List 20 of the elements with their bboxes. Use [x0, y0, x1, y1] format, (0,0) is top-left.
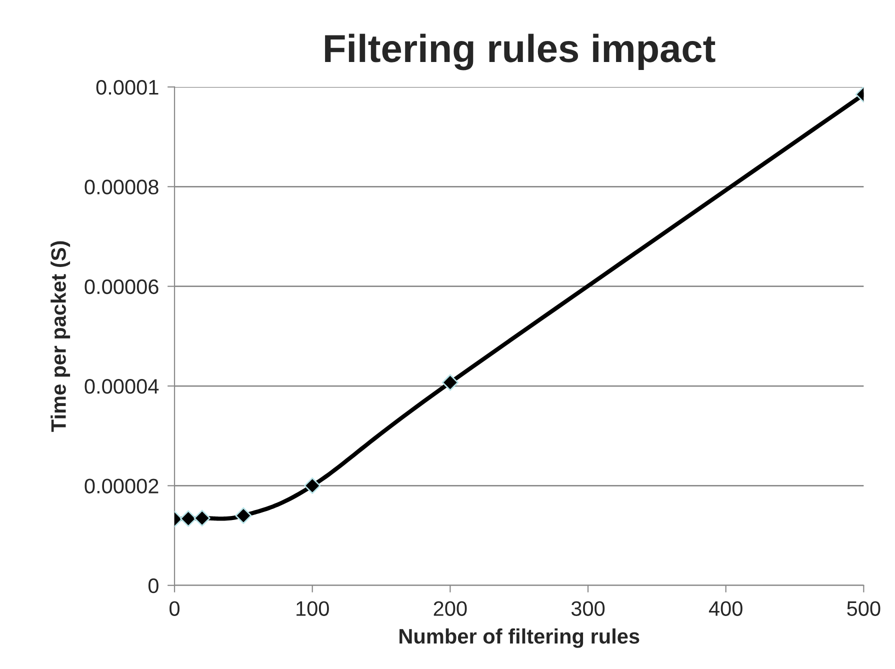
chart-title: Filtering rules impact: [325, 34, 716, 70]
y-tick-label: 0.0001: [96, 80, 158, 95]
y-tick-label: 0.00002: [84, 478, 158, 494]
x-tick-label: 300: [571, 601, 605, 616]
y-tick-label: 0.00006: [84, 279, 158, 294]
y-axis-title: Time per packet (S): [50, 241, 70, 432]
x-tick-label: 100: [296, 601, 329, 616]
x-tick-label: 400: [708, 601, 742, 616]
point: [194, 510, 210, 526]
point: [304, 477, 321, 494]
point: [442, 374, 458, 391]
y-tick-label: 0: [148, 578, 158, 594]
y-tick-label: 0.00008: [84, 180, 158, 194]
y-tick-label: 0.00004: [84, 379, 159, 394]
x-tick-label: 0: [170, 601, 180, 616]
x-tick-label: 200: [434, 601, 467, 616]
point: [180, 510, 197, 527]
x-axis-title: Number of filtering rules: [400, 628, 640, 648]
x-tick-label: 500: [847, 601, 880, 616]
point: [235, 507, 252, 524]
